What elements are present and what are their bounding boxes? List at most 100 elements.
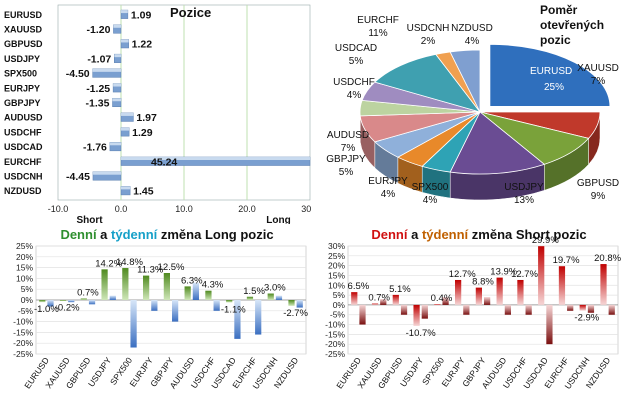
chart-title-part: a [407, 227, 421, 242]
bar [213, 300, 220, 311]
bar [504, 304, 511, 315]
x-tick-label: 20.0 [238, 204, 256, 214]
y-tick-label: 0% [333, 300, 346, 310]
y-tick-label: 20% [328, 261, 345, 271]
bar [47, 300, 54, 307]
bar [246, 296, 254, 300]
bar-highlight [114, 54, 121, 58]
category-label: AUDUSD [4, 113, 43, 123]
data-label: -1.35 [86, 98, 110, 110]
pie-label: USDCAD [335, 43, 377, 54]
bar [130, 300, 137, 348]
bar [371, 303, 379, 305]
y-tick-label: 25% [16, 241, 33, 251]
pie-label: EURCHF [357, 15, 399, 26]
bar [192, 282, 199, 300]
bar [600, 264, 607, 305]
pie-label: EURJPY [368, 176, 408, 187]
bar [463, 304, 470, 315]
bar [484, 297, 491, 305]
pie-label: SPX500 [412, 182, 449, 193]
data-label: -4.45 [66, 171, 90, 183]
data-label: 0.4% [431, 293, 453, 304]
bar-highlight [121, 186, 131, 190]
x-tick-label: 10.0 [175, 204, 193, 214]
bar [226, 300, 233, 303]
pie-slice [489, 43, 611, 107]
data-label: 1.97 [136, 112, 157, 124]
pie-label: GBPJPY [326, 154, 366, 165]
chart-title-line: pozic [540, 33, 571, 47]
y-tick-label: 15% [328, 270, 345, 280]
chart-title-part: změna Long pozic [157, 227, 273, 242]
data-label: -1.1% [221, 304, 246, 315]
data-label: 12.5% [158, 262, 185, 273]
y-tick-label: -20% [325, 339, 345, 349]
long-change-chart: Denní a týdenní změna Long pozic -25%-20%… [13, 227, 308, 391]
pie-slice [374, 53, 482, 113]
data-label: -1.0% [34, 304, 59, 315]
data-label: 12.7% [449, 269, 476, 280]
y-tick-label: 20% [16, 252, 33, 262]
data-label: 20.8% [594, 253, 621, 264]
data-label: 29.9% [532, 235, 559, 246]
pie-value-label: 2% [421, 36, 436, 47]
data-label: -10.7% [406, 328, 437, 339]
bar [475, 287, 482, 305]
data-label: 1.22 [132, 39, 153, 51]
y-tick-label: 0% [21, 295, 34, 305]
pie-value-label: 4% [347, 90, 362, 101]
bar [143, 275, 150, 300]
data-label: 0.7% [368, 293, 390, 304]
data-label: -1.07 [87, 53, 111, 65]
bar-highlight [121, 10, 128, 14]
pie-value-label: 4% [381, 189, 396, 200]
data-label: -2.7% [283, 308, 308, 319]
y-tick-label: 15% [16, 263, 33, 273]
bar [255, 300, 262, 335]
chart-title-part: Denní [371, 227, 408, 242]
bar [122, 268, 129, 300]
bar [434, 304, 441, 306]
category-label: GBPUSD [4, 39, 43, 49]
bar [579, 304, 586, 311]
bar [455, 279, 462, 305]
chart-title-part: Denní [60, 227, 97, 242]
category-label: NZDUSD [4, 186, 42, 196]
x-tick-label: -10.0 [48, 204, 69, 214]
pie-label: USDCHF [333, 77, 375, 88]
bar-highlight [92, 171, 121, 175]
pie-label: GBPUSD [577, 178, 619, 189]
data-label: -2.9% [574, 313, 599, 324]
chart-title: Denní a týdenní změna Long pozic [60, 227, 273, 242]
bar [567, 304, 574, 311]
pie-value-label: 5% [339, 167, 354, 178]
category-label: USDCAD [4, 142, 43, 152]
pie-value-label: 4% [465, 36, 480, 47]
bar-highlight [112, 98, 121, 102]
data-label: 5.1% [389, 284, 411, 295]
bar-highlight [113, 24, 121, 28]
bar [380, 299, 387, 305]
pie-label: USDCNH [407, 23, 450, 34]
data-label: -0.2% [55, 302, 80, 313]
category-label: GBPJPY [4, 98, 41, 108]
y-tick-label: -25% [325, 349, 345, 359]
bar [68, 300, 75, 303]
data-label: 13.9% [490, 267, 517, 278]
data-label: 14.8% [116, 257, 143, 268]
pie-label: XAUUSD [577, 63, 619, 74]
y-tick-label: 30% [328, 241, 345, 251]
category-label: EURUSD [4, 10, 43, 20]
category-label: EURCHF [4, 157, 42, 167]
chart-title-part: změna Short pozic [468, 227, 586, 242]
bar-highlight [121, 127, 130, 131]
data-label: -1.20 [87, 24, 111, 36]
y-tick-label: -15% [325, 329, 345, 339]
pie-value-label: 13% [514, 195, 534, 206]
data-label: 11.3% [137, 265, 164, 276]
bar [296, 300, 303, 308]
category-label: EURJPY [4, 83, 40, 93]
data-label: 14.2% [95, 258, 122, 269]
y-tick-label: 5% [21, 284, 34, 294]
